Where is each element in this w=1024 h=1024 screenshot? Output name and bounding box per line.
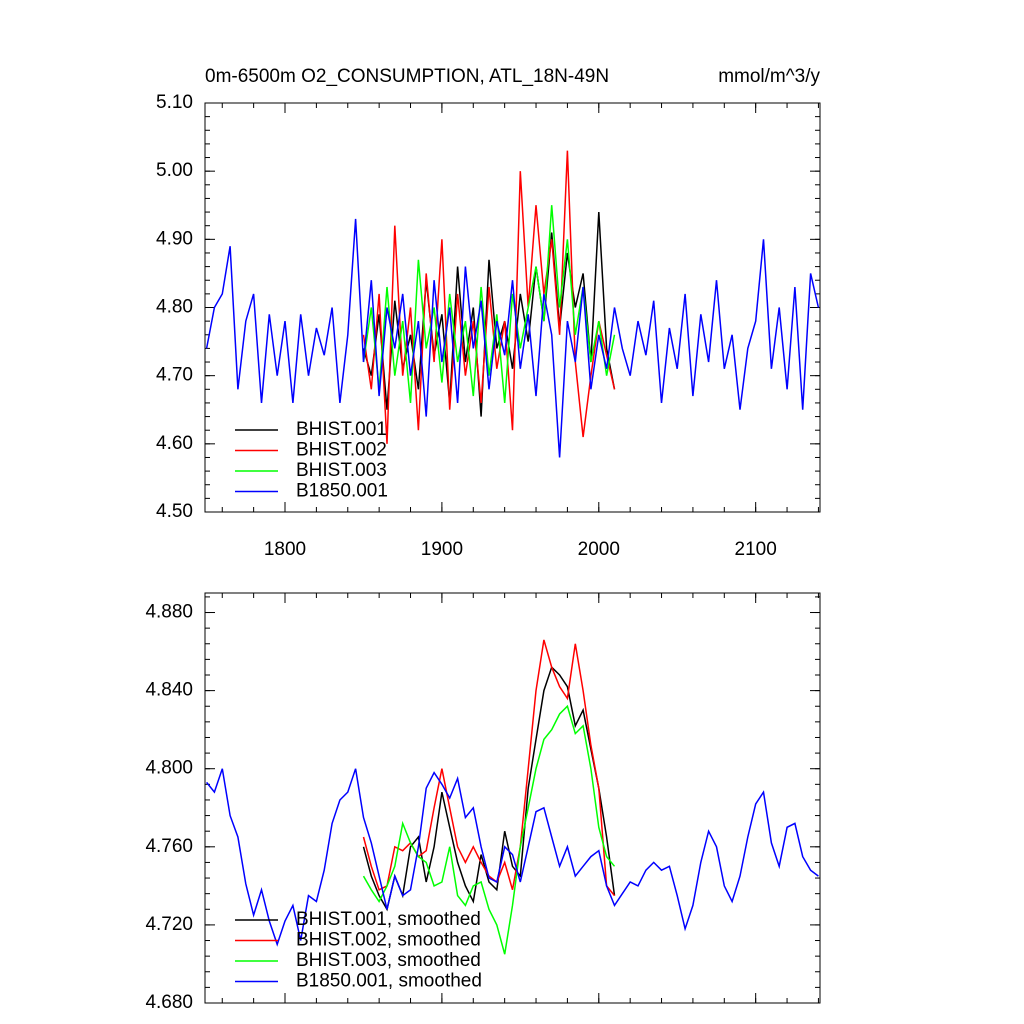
legend-label: B1850.001: [296, 481, 388, 502]
legend-label: BHIST.003, smoothed: [296, 950, 481, 971]
legend-label: BHIST.002, smoothed: [296, 930, 481, 951]
y-tick-label: 4.800: [145, 758, 193, 779]
y-tick-label: 4.680: [145, 992, 193, 1013]
y-tick-label: 4.50: [156, 501, 193, 522]
legend-label: BHIST.001, smoothed: [296, 909, 481, 930]
legend-label: B1850.001, smoothed: [296, 971, 482, 992]
plot-frame: [204, 592, 821, 1004]
y-tick-label: 4.840: [145, 680, 193, 701]
y-tick-label: 5.00: [156, 160, 193, 181]
y-tick-label: 4.60: [156, 433, 193, 454]
series-line: [362, 205, 616, 403]
series-line: [362, 639, 616, 897]
chart-title: 0m-6500m O2_CONSUMPTION, ATL_18N-49N: [205, 66, 609, 87]
x-tick-label: 1800: [264, 539, 306, 560]
y-tick-label: 4.720: [145, 914, 193, 935]
y-tick-label: 4.760: [145, 836, 193, 857]
chart-units: mmol/m^3/y: [718, 66, 820, 87]
x-tick-label: 1900: [421, 539, 463, 560]
legend-label: BHIST.003: [296, 460, 387, 481]
y-tick-label: 5.10: [156, 92, 193, 113]
y-tick-label: 4.80: [156, 297, 193, 318]
series-line: [362, 150, 616, 444]
plot-frame: [204, 102, 821, 513]
legend-label: BHIST.002: [296, 440, 387, 461]
series-line: [205, 218, 820, 458]
y-tick-label: 4.90: [156, 228, 193, 249]
series-line: [206, 768, 819, 947]
y-tick-label: 4.70: [156, 365, 193, 386]
x-tick-label: 2100: [735, 539, 777, 560]
legend-label: BHIST.001: [296, 419, 387, 440]
y-tick-label: 4.880: [145, 602, 193, 623]
x-tick-label: 2000: [578, 539, 620, 560]
series-line: [362, 704, 616, 955]
series-line: [362, 665, 616, 912]
